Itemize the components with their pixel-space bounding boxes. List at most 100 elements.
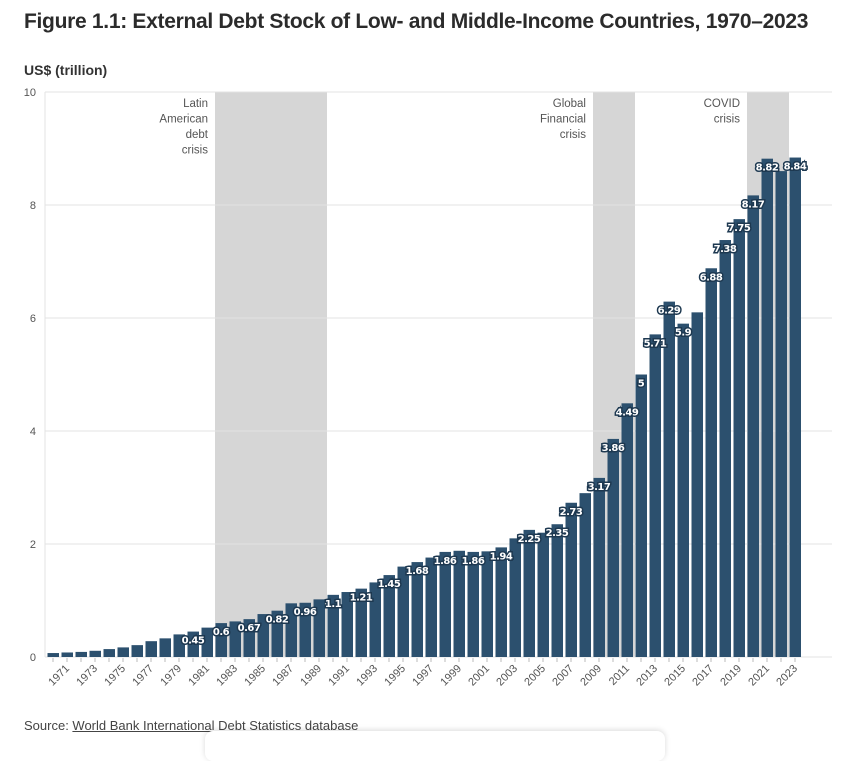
bar [243, 619, 255, 657]
shaded-period-label: crisis [714, 114, 740, 126]
data-label: 0.67 [238, 623, 261, 634]
bar [341, 592, 353, 657]
bar [313, 599, 325, 657]
data-label: 5.9 [675, 328, 692, 339]
data-label: 2.35 [546, 528, 569, 539]
y-tick-label: 2 [30, 539, 36, 551]
bar [775, 171, 787, 657]
data-label: 1.1 [325, 599, 342, 610]
bar [495, 547, 507, 657]
bar [565, 502, 577, 657]
bar [117, 647, 129, 657]
x-tick-label: 2001 [466, 663, 492, 689]
bar [607, 438, 619, 657]
data-label: 5.71 [644, 338, 667, 349]
shaded-period-label: COVID [704, 98, 740, 110]
data-label: 3.86 [602, 443, 625, 454]
data-label: 8.84 [784, 162, 807, 173]
y-axis-label: US$ (trillion) [24, 62, 108, 78]
x-tick-label: 1989 [298, 663, 324, 689]
data-label: 0.6 [213, 627, 230, 638]
bar [187, 631, 199, 657]
bar [173, 634, 185, 657]
data-label: 1.86 [462, 556, 485, 567]
bar-chart: Latin American debt crisis Global Financial cr… [24, 87, 832, 689]
bar [551, 524, 563, 657]
bar [481, 551, 493, 657]
bar [369, 582, 381, 657]
x-tick-label: 1977 [130, 663, 156, 689]
source-link[interactable]: World Bank International Debt Statistics… [72, 718, 359, 733]
bar [719, 240, 731, 657]
y-tick-label: 6 [30, 313, 36, 325]
bar [621, 403, 633, 657]
bar [439, 551, 451, 657]
data-label: 1.45 [378, 579, 401, 590]
data-label: 6.88 [700, 272, 723, 283]
bar [663, 301, 675, 657]
data-label: 0.96 [294, 607, 317, 618]
bar [635, 374, 647, 657]
data-label: 7.38 [714, 244, 737, 255]
chart-title: Figure 1.1: External Debt Stock of Low- … [24, 10, 809, 33]
data-label: 6.29 [658, 306, 681, 317]
data-label: 4.49 [616, 407, 639, 418]
bar [537, 532, 549, 657]
shaded-period [215, 92, 327, 657]
x-tick-label: 1999 [438, 663, 464, 689]
x-tick-label: 1997 [410, 663, 436, 689]
bar [649, 334, 661, 657]
bar [131, 645, 143, 657]
x-tick-label: 1975 [102, 663, 128, 689]
data-label: 8.82 [756, 163, 779, 174]
x-tick-label: 2003 [494, 663, 520, 689]
bar [145, 641, 157, 657]
bar [47, 653, 59, 657]
bar [103, 649, 115, 657]
x-tick-label: 1991 [326, 663, 352, 689]
x-tick-label: 2011 [607, 663, 632, 688]
bar [747, 195, 759, 657]
bar [201, 627, 213, 657]
data-label: 1.68 [406, 566, 429, 577]
x-tick-label: 1983 [214, 663, 240, 689]
x-tick-label: 1971 [46, 663, 72, 689]
shaded-period-label: Latin [183, 98, 208, 110]
bar [761, 158, 773, 658]
y-tick-label: 10 [24, 87, 36, 99]
bar [61, 652, 73, 657]
bar [229, 621, 241, 657]
shaded-period-label: debt [186, 129, 209, 141]
bar [355, 588, 367, 657]
data-label: 3.17 [588, 482, 611, 493]
shaded-period-label: Financial [540, 114, 586, 126]
bar [705, 268, 717, 657]
bar [425, 557, 437, 657]
data-label: 1.86 [434, 556, 457, 567]
data-label: 8.17 [742, 199, 765, 210]
bar [453, 550, 465, 657]
x-tick-label: 1973 [74, 663, 100, 689]
popup-card [205, 731, 665, 761]
x-tick-label: 1993 [354, 663, 380, 689]
bar [789, 157, 801, 658]
bar [75, 651, 87, 657]
bar [383, 575, 395, 657]
bar [89, 650, 101, 657]
x-tick-label: 2023 [774, 663, 800, 689]
bar [523, 529, 535, 657]
x-tick-label: 2007 [550, 663, 576, 689]
data-label: 7.75 [728, 223, 751, 234]
bar [397, 566, 409, 657]
y-tick-label: 4 [30, 426, 36, 438]
x-tick-label: 2015 [662, 663, 688, 689]
x-tick-label: 2009 [578, 663, 604, 689]
data-label: 2.25 [518, 534, 541, 545]
data-label: 1.94 [490, 551, 513, 562]
x-tick-label: 2019 [718, 663, 744, 689]
bar [285, 603, 297, 657]
bar [593, 477, 605, 657]
x-tick-label: 1985 [242, 663, 268, 689]
source-note: Source: World Bank International Debt St… [24, 718, 358, 733]
x-tick-label: 1987 [270, 663, 296, 689]
